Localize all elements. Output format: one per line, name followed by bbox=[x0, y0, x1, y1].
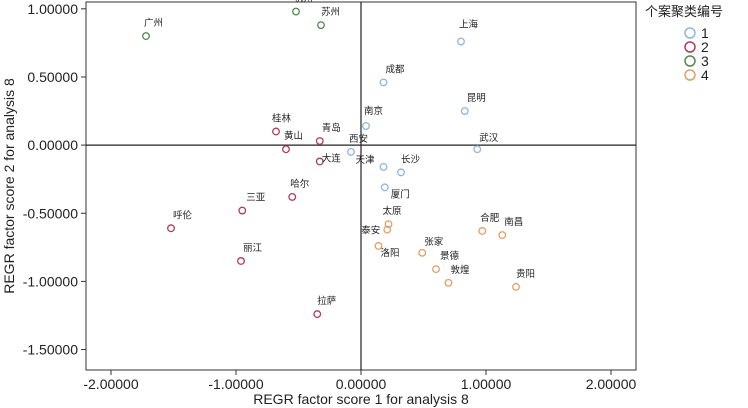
legend-title: 个案聚类编号 bbox=[645, 5, 723, 20]
data-point-label: 武汉 bbox=[479, 132, 499, 144]
data-point bbox=[315, 137, 324, 145]
data-point bbox=[498, 231, 507, 240]
data-point-label: 合肥 bbox=[480, 212, 500, 224]
data-point bbox=[418, 248, 427, 257]
data-point-label: 贵阳 bbox=[516, 268, 535, 280]
axis-ticks: -2.00000 -1.00000 0.00000 1.00000 2.00000 1.0… bbox=[23, 1, 637, 392]
data-point bbox=[473, 145, 482, 154]
data-point bbox=[288, 192, 297, 201]
data-point-label: 厦门 bbox=[391, 188, 410, 200]
x-tick-label: 2.00000 bbox=[586, 376, 637, 392]
data-point bbox=[380, 183, 389, 192]
y-tick-label: -1.50000 bbox=[23, 342, 78, 358]
data-point-label: 太原 bbox=[383, 205, 402, 217]
data-point-label: 广州 bbox=[144, 17, 163, 29]
y-tick-label: -0.50000 bbox=[23, 205, 78, 221]
data-point-label: 泰安 bbox=[361, 225, 380, 237]
legend-marker bbox=[684, 69, 696, 81]
data-point bbox=[383, 225, 392, 234]
data-point bbox=[444, 278, 453, 287]
legend-label: 4 bbox=[701, 67, 709, 83]
data-point bbox=[272, 127, 280, 136]
data-point-label: 大连 bbox=[322, 152, 342, 164]
data-point bbox=[292, 7, 300, 16]
data-point-label: 三亚 bbox=[246, 193, 266, 204]
data-point-label: 天津 bbox=[356, 155, 376, 166]
legend-label: 1 bbox=[701, 25, 709, 41]
data-point-label: 青岛 bbox=[322, 122, 341, 134]
data-point-label: 苏州 bbox=[321, 6, 340, 18]
data-point-label: 呼伦 bbox=[173, 209, 193, 221]
data-point-label: 南京 bbox=[364, 105, 383, 117]
data-point bbox=[167, 224, 175, 233]
data-point-label: 杭州 bbox=[294, 0, 313, 5]
data-point bbox=[317, 21, 325, 30]
data-point bbox=[282, 145, 290, 154]
x-tick-label: -2.00000 bbox=[83, 376, 138, 392]
x-tick-label: 1.00000 bbox=[461, 376, 512, 392]
data-point bbox=[347, 147, 355, 156]
data-point bbox=[237, 257, 245, 265]
data-point bbox=[362, 122, 370, 130]
reference-lines bbox=[86, 2, 636, 370]
data-point-label: 拉萨 bbox=[317, 295, 337, 307]
y-tick-label: -1.00000 bbox=[23, 273, 78, 289]
legend-label: 2 bbox=[701, 39, 709, 55]
data-point bbox=[397, 168, 405, 177]
x-axis-title: REGR factor score 1 for analysis 8 bbox=[253, 391, 469, 407]
legend-marker bbox=[684, 55, 696, 67]
data-point bbox=[315, 157, 324, 166]
data-point-label: 成都 bbox=[386, 63, 406, 75]
legend-label: 3 bbox=[701, 53, 709, 69]
legend-marker bbox=[684, 41, 696, 53]
x-tick-label: 0.00000 bbox=[336, 376, 387, 392]
y-tick-label: 1.00000 bbox=[27, 1, 78, 17]
y-tick-label: 0.00000 bbox=[27, 137, 78, 153]
data-point-label: 长沙 bbox=[401, 153, 421, 165]
data-point bbox=[432, 265, 440, 274]
y-axis-title: REGR factor score 2 for analysis 8 bbox=[1, 78, 17, 294]
data-point-label: 张家 bbox=[424, 236, 444, 248]
data-point bbox=[142, 32, 150, 41]
data-point bbox=[512, 282, 520, 291]
data-point bbox=[478, 227, 487, 235]
y-tick-label: 0.50000 bbox=[27, 69, 78, 85]
data-points bbox=[142, 7, 520, 319]
data-point bbox=[379, 78, 388, 87]
data-point-label: 西安 bbox=[349, 133, 368, 145]
data-point-label: 黄山 bbox=[284, 130, 303, 142]
data-point-label: 昆明 bbox=[467, 93, 486, 104]
data-point bbox=[313, 310, 322, 319]
data-point-label: 景德 bbox=[440, 250, 460, 262]
x-tick-label: -1.00000 bbox=[208, 376, 263, 392]
data-point bbox=[457, 37, 465, 46]
data-point-label: 敦煌 bbox=[451, 264, 471, 276]
data-point-label: 南昌 bbox=[504, 216, 523, 228]
data-point-label: 丽江 bbox=[243, 243, 263, 254]
data-point-label: 洛阳 bbox=[381, 247, 400, 259]
data-point-label: 上海 bbox=[459, 19, 479, 31]
data-point-label: 哈尔 bbox=[290, 178, 310, 190]
legend-marker bbox=[684, 27, 696, 39]
data-point bbox=[384, 220, 393, 229]
data-point bbox=[238, 206, 247, 215]
data-point bbox=[379, 162, 388, 171]
data-point bbox=[460, 107, 469, 115]
data-point bbox=[374, 242, 383, 250]
data-point-label: 桂林 bbox=[272, 112, 292, 124]
